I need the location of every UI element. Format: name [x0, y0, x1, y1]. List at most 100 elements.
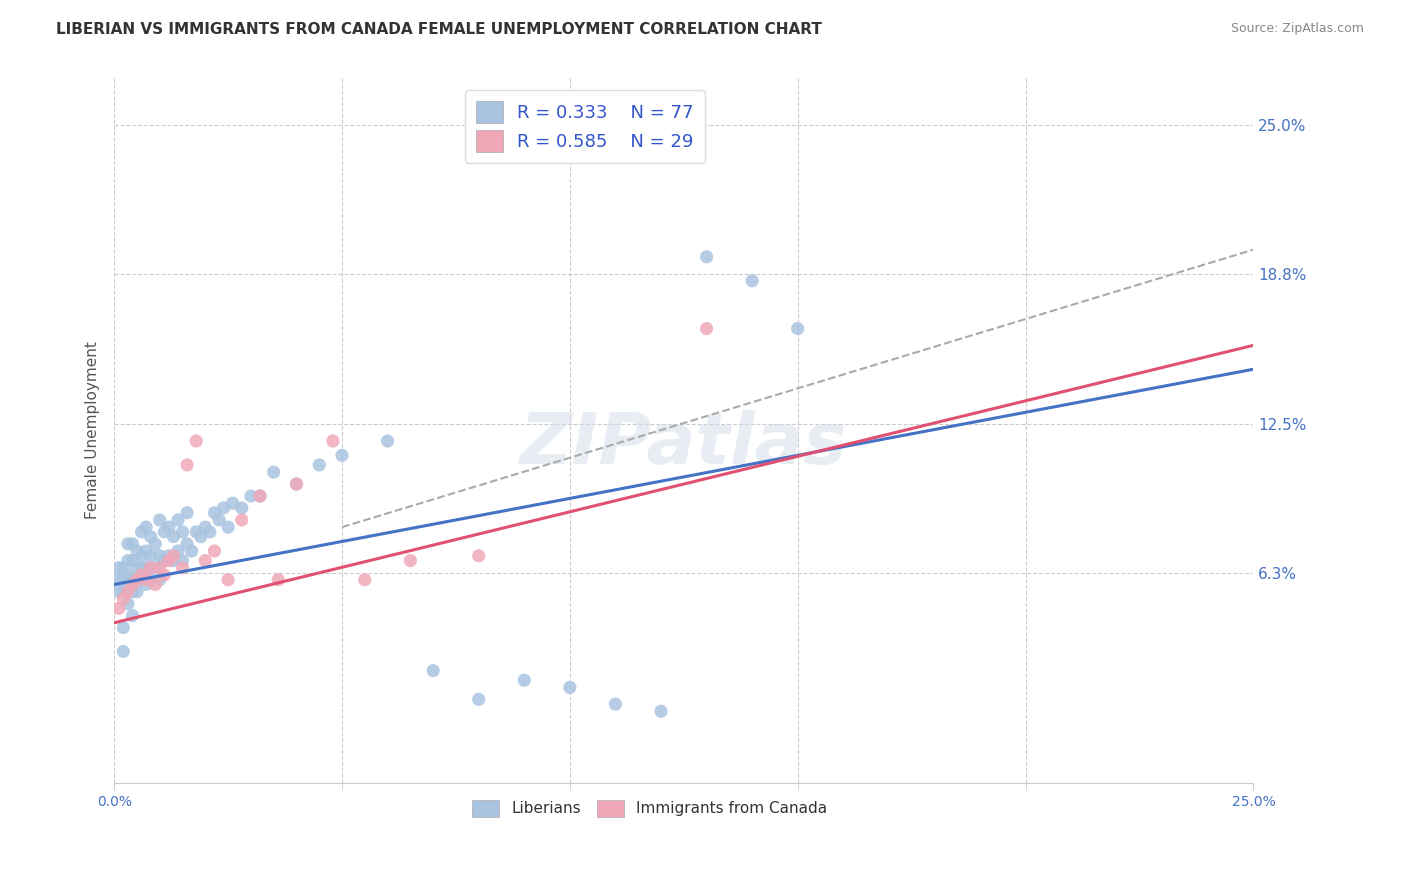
Point — [650, 704, 672, 718]
Point — [131, 561, 153, 575]
Point — [513, 673, 536, 688]
Point — [139, 561, 162, 575]
Point — [353, 573, 375, 587]
Point — [125, 544, 148, 558]
Point — [121, 584, 143, 599]
Point — [180, 544, 202, 558]
Point — [467, 549, 489, 563]
Point — [131, 549, 153, 563]
Point — [231, 513, 253, 527]
Text: LIBERIAN VS IMMIGRANTS FROM CANADA FEMALE UNEMPLOYMENT CORRELATION CHART: LIBERIAN VS IMMIGRANTS FROM CANADA FEMAL… — [56, 22, 823, 37]
Point — [121, 537, 143, 551]
Point — [263, 465, 285, 479]
Point — [217, 573, 239, 587]
Point — [285, 477, 308, 491]
Point — [249, 489, 271, 503]
Point — [112, 621, 135, 635]
Point — [198, 524, 221, 539]
Point — [117, 537, 139, 551]
Point — [143, 577, 166, 591]
Point — [121, 553, 143, 567]
Point — [172, 561, 194, 575]
Point — [139, 573, 162, 587]
Point — [172, 553, 194, 567]
Point — [167, 544, 190, 558]
Point — [696, 321, 718, 335]
Point — [117, 568, 139, 582]
Point — [135, 561, 157, 575]
Text: Source: ZipAtlas.com: Source: ZipAtlas.com — [1230, 22, 1364, 36]
Point — [131, 568, 153, 582]
Point — [125, 561, 148, 575]
Point — [117, 553, 139, 567]
Point — [786, 321, 808, 335]
Point — [135, 520, 157, 534]
Point — [322, 434, 344, 448]
Point — [157, 553, 180, 567]
Point — [125, 573, 148, 587]
Point — [239, 489, 262, 503]
Point — [112, 573, 135, 587]
Text: ZIPatlas: ZIPatlas — [520, 409, 848, 479]
Point — [249, 489, 271, 503]
Point — [422, 664, 444, 678]
Point — [149, 561, 172, 575]
Point — [112, 584, 135, 599]
Point — [139, 549, 162, 563]
Point — [377, 434, 399, 448]
Y-axis label: Female Unemployment: Female Unemployment — [86, 342, 100, 519]
Point — [467, 692, 489, 706]
Point — [194, 520, 217, 534]
Point — [107, 573, 129, 587]
Point — [149, 549, 172, 563]
Point — [399, 553, 422, 567]
Point — [208, 513, 231, 527]
Point — [131, 524, 153, 539]
Point — [162, 530, 184, 544]
Point — [167, 513, 190, 527]
Point — [139, 530, 162, 544]
Point — [162, 553, 184, 567]
Point — [153, 568, 176, 582]
Point — [172, 524, 194, 539]
Point — [121, 573, 143, 587]
Point — [217, 520, 239, 534]
Point — [308, 458, 330, 472]
Point — [117, 584, 139, 599]
Point — [558, 681, 581, 695]
Point — [186, 434, 208, 448]
Point — [149, 513, 172, 527]
Point — [112, 561, 135, 575]
Point — [107, 561, 129, 575]
Point — [117, 597, 139, 611]
Point — [112, 644, 135, 658]
Point — [186, 524, 208, 539]
Point — [121, 608, 143, 623]
Point — [125, 573, 148, 587]
Point — [221, 496, 243, 510]
Point — [558, 147, 581, 161]
Point — [135, 577, 157, 591]
Point — [696, 250, 718, 264]
Point — [285, 477, 308, 491]
Point — [143, 537, 166, 551]
Point — [107, 584, 129, 599]
Point — [153, 524, 176, 539]
Point — [162, 549, 184, 563]
Point — [135, 573, 157, 587]
Point — [131, 573, 153, 587]
Point — [157, 549, 180, 563]
Point — [605, 697, 627, 711]
Point — [125, 584, 148, 599]
Legend: Liberians, Immigrants from Canada: Liberians, Immigrants from Canada — [464, 792, 835, 825]
Point — [194, 553, 217, 567]
Point — [204, 544, 226, 558]
Point — [267, 573, 290, 587]
Point — [330, 448, 353, 462]
Point — [176, 458, 198, 472]
Point — [121, 577, 143, 591]
Point — [153, 553, 176, 567]
Point — [149, 573, 172, 587]
Point — [135, 544, 157, 558]
Point — [204, 506, 226, 520]
